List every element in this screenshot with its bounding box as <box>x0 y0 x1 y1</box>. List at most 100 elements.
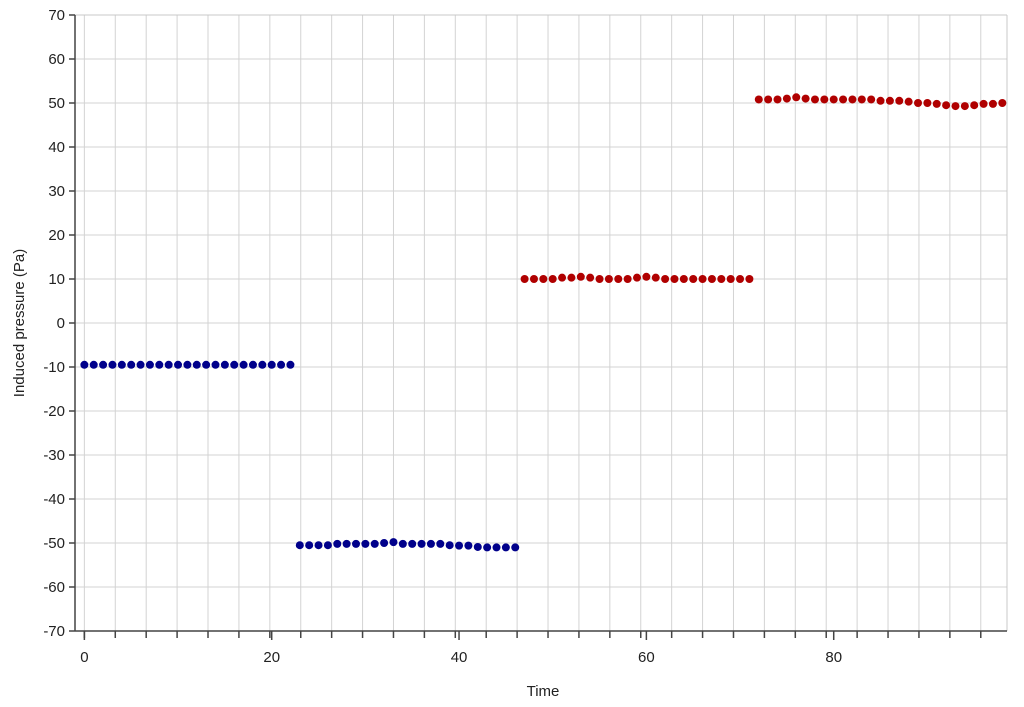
data-point <box>604 275 613 283</box>
data-point <box>258 360 267 369</box>
data-point <box>904 97 913 106</box>
data-point <box>501 543 510 552</box>
data-point <box>323 541 332 550</box>
data-point <box>370 539 379 548</box>
data-point <box>248 360 257 369</box>
data-point <box>951 102 960 111</box>
data-point <box>398 539 407 548</box>
data-point <box>389 538 398 547</box>
data-point <box>717 275 726 283</box>
data-point <box>857 95 866 104</box>
data-point <box>595 275 604 283</box>
data-point <box>314 541 323 550</box>
data-point <box>548 275 557 283</box>
data-point <box>932 99 941 108</box>
data-point <box>520 275 529 283</box>
data-point <box>99 360 108 369</box>
y-tick-label: 10 <box>48 271 65 288</box>
data-point <box>736 275 745 283</box>
y-tick-label: 0 <box>57 315 65 332</box>
data-point <box>352 539 361 548</box>
data-point <box>145 360 154 369</box>
data-point <box>286 360 295 369</box>
data-point <box>670 275 679 283</box>
data-point <box>529 275 538 283</box>
data-point <box>567 273 576 282</box>
data-point <box>202 360 211 369</box>
data-points <box>80 93 1007 552</box>
data-point <box>136 360 145 369</box>
axes <box>69 14 1008 640</box>
y-tick-label: -70 <box>43 623 65 640</box>
data-point <box>155 360 164 369</box>
data-point <box>998 99 1007 107</box>
data-point <box>108 360 117 369</box>
data-point <box>239 360 248 369</box>
data-point <box>726 275 735 283</box>
data-point <box>848 95 857 104</box>
data-point <box>689 275 698 283</box>
data-point <box>633 273 642 282</box>
data-point <box>829 95 838 104</box>
data-point <box>586 273 595 282</box>
data-point <box>183 360 192 369</box>
data-point <box>342 539 351 548</box>
data-point <box>745 275 754 283</box>
x-tick-label: 60 <box>638 649 655 666</box>
data-point <box>539 275 548 283</box>
data-point <box>942 101 951 110</box>
data-point <box>483 543 492 552</box>
data-point <box>642 272 651 281</box>
data-point <box>698 275 707 283</box>
x-tick-label: 20 <box>263 649 280 666</box>
data-point <box>988 99 997 108</box>
y-tick-label: 20 <box>48 227 65 244</box>
data-point <box>679 275 688 283</box>
tick-labels: 70 60 50 40 30 20 10 0 -10 -20 -30 -40 -50 -60 -70 0 20 4… <box>43 7 842 666</box>
data-point <box>576 272 585 281</box>
data-point <box>923 99 932 107</box>
y-axis-title: Induced pressure (Pa) <box>11 249 28 397</box>
data-point <box>970 101 979 110</box>
data-point <box>801 94 810 103</box>
data-point <box>707 275 716 283</box>
x-tick-label: 40 <box>451 649 468 666</box>
y-tick-label: -60 <box>43 579 65 596</box>
data-point <box>782 94 791 103</box>
y-tick-label: -50 <box>43 535 65 552</box>
data-point <box>623 275 632 283</box>
data-point <box>408 539 417 548</box>
y-tick-label: 30 <box>48 183 65 200</box>
data-point <box>895 96 904 105</box>
x-tick-label: 0 <box>80 649 88 666</box>
data-point <box>117 360 126 369</box>
data-point <box>773 95 782 104</box>
data-point <box>492 543 501 552</box>
grid-lines <box>75 14 1007 632</box>
data-point <box>174 360 183 369</box>
data-point <box>277 360 286 369</box>
data-point <box>192 360 201 369</box>
data-point <box>380 539 389 547</box>
data-point <box>867 95 876 104</box>
y-tick-label: -10 <box>43 359 65 376</box>
y-tick-label: -20 <box>43 403 65 420</box>
data-point <box>464 541 473 550</box>
data-point <box>267 360 276 369</box>
data-point <box>754 95 763 104</box>
data-point <box>839 95 848 104</box>
data-point <box>230 360 239 369</box>
data-point <box>89 360 98 369</box>
data-point <box>792 93 801 102</box>
y-tick-label: -30 <box>43 447 65 464</box>
data-point <box>661 275 670 283</box>
data-point <box>876 96 885 105</box>
y-tick-label: 40 <box>48 139 65 156</box>
data-point <box>164 360 173 369</box>
data-point <box>426 539 435 548</box>
data-point <box>511 543 520 552</box>
data-point <box>361 539 370 548</box>
data-point <box>333 539 342 548</box>
